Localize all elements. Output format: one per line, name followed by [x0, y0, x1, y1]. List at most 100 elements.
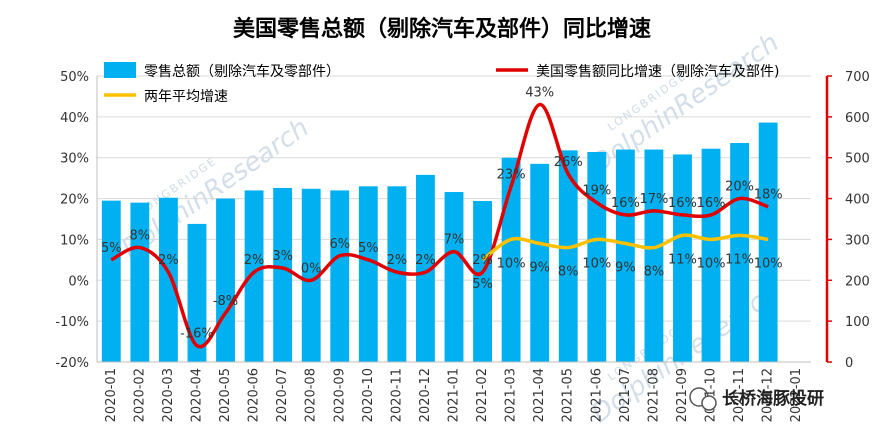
x-tick-label: 2021-05: [561, 368, 576, 422]
avg-data-label: 9%: [529, 261, 550, 276]
x-tick-label: 2021-11: [732, 368, 747, 422]
bar: [158, 197, 178, 362]
bar: [501, 157, 521, 362]
bar: [473, 201, 492, 362]
yoy-data-label: 3%: [272, 249, 293, 264]
yoy-data-label: 2%: [472, 253, 493, 268]
y-right-tick-label: 700: [845, 70, 870, 85]
wechat-icon: [689, 387, 717, 411]
x-tick-label: 2020-12: [418, 368, 433, 422]
y-left-tick-label: 10%: [60, 233, 89, 248]
x-tick-label: 2021-12: [761, 368, 776, 422]
x-tick-label: 2020-07: [275, 368, 290, 422]
line-series: [110, 102, 769, 349]
legend-label: 零售总额（剔除汽车及零部件）: [144, 63, 340, 80]
y-left-tick-label: 30%: [60, 152, 89, 167]
bar: [558, 150, 578, 362]
x-tick-label: 2021-03: [504, 368, 519, 422]
yoy-data-label: 8%: [130, 229, 151, 244]
x-tick-label: 2020-09: [332, 368, 347, 422]
x-tick-label: 2021-08: [646, 368, 661, 422]
bar: [758, 122, 778, 362]
x-tick-label: 2021-06: [589, 368, 604, 422]
y-left-tick-label: -20%: [55, 356, 89, 371]
two-year-average-line: [481, 233, 769, 262]
x-tick-label: 2021-10: [704, 368, 719, 422]
y-left-tick-label: 0%: [68, 274, 89, 289]
yoy-data-label: 26%: [554, 155, 583, 170]
avg-data-label: 8%: [644, 265, 665, 280]
avg-data-label: 9%: [615, 261, 636, 276]
yoy-data-label: 16%: [611, 196, 640, 211]
y-left-tick-label: 50%: [60, 70, 89, 85]
y-right-tick-label: 400: [845, 193, 870, 208]
bar: [101, 200, 121, 362]
y-right-tick-label: 0: [845, 356, 853, 371]
bar: [387, 186, 407, 362]
legend-label: 美国零售额同比增速（剔除汽车及部件): [536, 63, 779, 80]
x-tick-label: 2021-04: [532, 368, 547, 422]
brand: 长桥海豚投研: [689, 387, 824, 411]
data-labels: 5% 8% 2% -16% -8% 2% 3% 0% 6% 5% 2% 2% 7% 2% 23% 43% 26%…: [101, 86, 783, 342]
bar: [416, 174, 435, 362]
x-tick-label: 2020-05: [218, 368, 233, 422]
x-tick-label: 2020-03: [161, 368, 176, 422]
yoy-data-label: 19%: [582, 184, 611, 199]
avg-data-label: 10%: [497, 256, 526, 271]
yoy-data-label: 17%: [639, 192, 668, 207]
x-tick-label: 2020-08: [304, 368, 319, 422]
bar: [530, 163, 550, 362]
bar: [244, 190, 264, 362]
x-tick-label: 2021-09: [675, 368, 690, 422]
yoy-data-label: 5%: [101, 241, 122, 256]
yoy-data-label: 18%: [754, 188, 783, 203]
yoy-data-label: -16%: [180, 327, 214, 342]
y-left-tick-label: -10%: [55, 315, 89, 330]
axes: -20% -10% 0% 10% 20% 30% 40% 50% 0 100 200 300 400 50…: [55, 70, 869, 422]
x-tick-label: 2020-01: [104, 368, 119, 422]
avg-data-label: 11%: [725, 252, 754, 267]
bar: [444, 192, 464, 362]
bar: [644, 149, 664, 362]
yoy-data-label: 2%: [415, 253, 436, 268]
x-tick-label: 2020-04: [189, 368, 204, 422]
yoy-data-label: 5%: [358, 241, 379, 256]
y-right-tick-label: 300: [845, 233, 870, 248]
bar: [673, 154, 692, 362]
bar: [273, 187, 293, 362]
legend-swatch: [104, 62, 136, 78]
avg-data-label: 5%: [472, 277, 493, 292]
x-tick-label: 2021-02: [475, 368, 490, 422]
x-tick-label: 2020-11: [389, 368, 404, 422]
x-tick-label: 2021-01: [447, 368, 462, 422]
yoy-data-label: -8%: [213, 294, 238, 309]
avg-data-label: 8%: [558, 265, 579, 280]
yoy-growth-line: [110, 102, 769, 349]
x-tick-label: 2022-01: [789, 368, 804, 422]
y-right-tick-label: 600: [845, 111, 870, 126]
yoy-data-label: 2%: [244, 253, 265, 268]
bar: [615, 149, 635, 362]
bar: [187, 223, 207, 362]
yoy-data-label: 2%: [158, 253, 179, 268]
y-right-tick-label: 100: [845, 315, 870, 330]
bar: [216, 198, 235, 362]
yoy-data-label: 7%: [444, 233, 465, 248]
chart-title: 美国零售总额（剔除汽车及部件）同比增速: [233, 16, 651, 42]
avg-data-label: 10%: [582, 256, 611, 271]
yoy-data-label: 2%: [387, 253, 408, 268]
yoy-data-label: 16%: [668, 196, 697, 211]
avg-data-label: 10%: [697, 256, 726, 271]
y-left-tick-label: 20%: [60, 193, 89, 208]
legend-label: 两年平均增速: [144, 89, 228, 105]
bar: [358, 186, 378, 362]
yoy-data-label: 6%: [329, 237, 350, 252]
bar: [330, 190, 350, 362]
x-tick-label: 2020-06: [247, 368, 262, 422]
avg-data-label: 10%: [754, 256, 783, 271]
x-tick-label: 2020-02: [132, 368, 147, 422]
yoy-data-label: 20%: [725, 180, 754, 195]
bar: [130, 202, 150, 362]
